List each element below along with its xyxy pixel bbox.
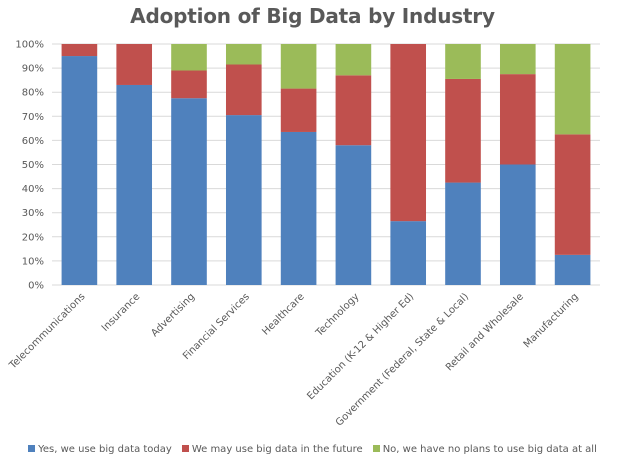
legend-swatch: [181, 445, 189, 452]
bar-segment-no-plans: [335, 44, 372, 76]
x-category-label: Education (K-12 & Higher Ed): [305, 291, 416, 402]
legend-item: Yes, we use big data today: [28, 444, 172, 455]
bar-segment-maybe-future: [445, 78, 481, 183]
legend-swatch: [372, 445, 380, 452]
bar-segment-yes-today: [390, 221, 427, 285]
y-tick-label: 40%: [22, 184, 44, 195]
legend-swatch: [28, 445, 36, 452]
bar-segment-maybe-future: [225, 64, 262, 116]
chart-title: Adoption of Big Data by Industry: [130, 4, 495, 28]
chart-plot: 0% 10% 20% 30% 40% 50% 60% 70% 80% 90% 100% Teleco…: [7, 40, 600, 429]
y-axis-ticks: 0% 10% 20% 30% 40% 50% 60% 70% 80% 90% 100%: [15, 40, 44, 292]
bar-segment-maybe-future: [554, 134, 591, 255]
bar-segment-no-plans: [225, 44, 262, 65]
y-tick-label: 0%: [28, 281, 44, 292]
bars: [61, 44, 591, 285]
bar-segment-no-plans: [445, 44, 481, 79]
y-tick-label: 60%: [22, 136, 44, 147]
bar-segment-yes-today: [554, 254, 591, 285]
x-category-label: Advertising: [149, 291, 197, 339]
bar-segment-yes-today: [171, 98, 207, 285]
bar-segment-no-plans: [499, 44, 536, 75]
bar-segment-maybe-future: [280, 88, 317, 132]
bar-segment-yes-today: [335, 145, 372, 285]
bar-segment-yes-today: [61, 56, 98, 285]
bar-segment-maybe-future: [390, 44, 427, 222]
bar-segment-no-plans: [171, 44, 207, 71]
x-axis-categories: Telecommunications Insurance AdvertisingFi…: [7, 291, 581, 428]
x-category-label: Manufacturing: [522, 291, 581, 350]
bar-segment-yes-today: [499, 164, 536, 285]
legend: Yes, we use big data today We may use big…: [0, 444, 625, 455]
bar-segment-maybe-future: [335, 75, 372, 146]
y-tick-label: 70%: [22, 112, 44, 123]
y-tick-label: 80%: [22, 88, 44, 99]
x-category-label: Technology: [313, 291, 361, 339]
bar-segment-yes-today: [225, 115, 262, 285]
legend-label: We may use big data in the future: [191, 444, 363, 455]
y-tick-label: 100%: [15, 40, 44, 51]
bar-segment-maybe-future: [61, 44, 98, 57]
legend-label: Yes, we use big data today: [38, 444, 172, 455]
y-tick-label: 10%: [22, 256, 44, 267]
y-tick-label: 20%: [22, 232, 44, 243]
bar-segment-maybe-future: [171, 70, 207, 99]
x-category-label: Telecommunications: [7, 291, 88, 372]
y-tick-label: 50%: [22, 160, 44, 171]
bar-segment-yes-today: [445, 182, 481, 285]
bar-segment-no-plans: [280, 44, 317, 89]
bar-segment-maybe-future: [116, 44, 153, 85]
y-tick-label: 30%: [22, 208, 44, 219]
legend-item: No, we have no plans to use big data at …: [372, 444, 597, 455]
legend-label: No, we have no plans to use big data at …: [382, 444, 597, 455]
x-category-label: Healthcare: [260, 291, 306, 337]
bar-segment-no-plans: [554, 44, 591, 135]
bar-segment-yes-today: [280, 131, 317, 285]
x-category-label: Insurance: [100, 291, 142, 333]
y-tick-label: 90%: [22, 64, 44, 75]
bar-segment-yes-today: [116, 84, 153, 285]
legend-item: We may use big data in the future: [181, 444, 363, 455]
bar-segment-maybe-future: [499, 74, 536, 165]
